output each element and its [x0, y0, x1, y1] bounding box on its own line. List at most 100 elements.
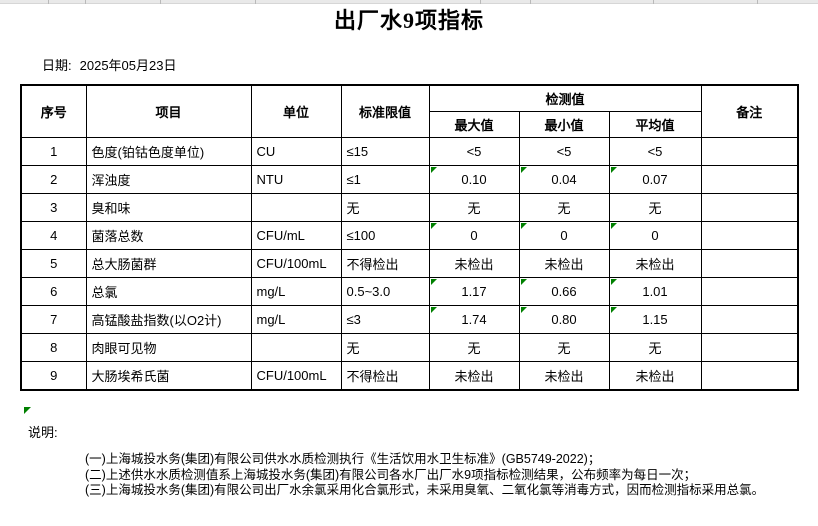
- cell-max: 未检出: [428, 249, 520, 278]
- cell-unit: CFU/mL: [250, 221, 342, 250]
- table-body: 1 色度(铂钴色度单位) CU ≤15 <5 <5 <5 2 浑浊度 NTU ≤1 0.10 0.04 0…: [20, 137, 799, 391]
- cell-max: 无: [428, 333, 520, 362]
- cell-seq: 6: [20, 277, 87, 306]
- col-header-unit: 单位: [250, 84, 342, 138]
- cell-avg: 0.07: [608, 165, 702, 194]
- cell-max: 0: [428, 221, 520, 250]
- cell-max: 0.10: [428, 165, 520, 194]
- cell-max: 1.74: [428, 305, 520, 334]
- cell-seq: 8: [20, 333, 87, 362]
- cell-remark: [700, 193, 799, 222]
- error-indicator-triangle-icon: [24, 407, 31, 414]
- cell-seq: 7: [20, 305, 87, 334]
- cell-item: 菌落总数: [85, 221, 252, 250]
- cell-remark: [700, 333, 799, 362]
- col-header-min: 最小值: [518, 111, 610, 138]
- table-row: 7 高锰酸盐指数(以O2计) mg/L ≤3 1.74 0.80 1.15: [20, 305, 799, 334]
- table-row: 3 臭和味无无无无: [20, 193, 799, 222]
- notes-label: 说明:: [28, 425, 58, 440]
- cell-remark: [700, 249, 799, 278]
- cell-unit: CFU/100mL: [250, 361, 342, 391]
- cell-remark: [700, 361, 799, 391]
- cell-avg: 未检出: [608, 361, 702, 391]
- cell-avg: 未检出: [608, 249, 702, 278]
- cell-seq: 1: [20, 137, 87, 166]
- gridline-tick: [480, 0, 481, 4]
- cell-min: 无: [518, 193, 610, 222]
- cell-min: 0.66: [518, 277, 610, 306]
- error-indicator-triangle-icon: [520, 167, 527, 173]
- cell-seq: 2: [20, 165, 87, 194]
- cell-limit: 0.5~3.0: [340, 277, 430, 306]
- cell-min: 0.04: [518, 165, 610, 194]
- col-header-item: 项目: [85, 84, 252, 138]
- error-indicator-triangle-icon: [430, 223, 437, 229]
- cell-limit: 无: [340, 193, 430, 222]
- cell-seq: 5: [20, 249, 87, 278]
- page-title: 出厂水9项指标: [333, 8, 484, 33]
- cell-remark: [700, 221, 799, 250]
- cell-unit: NTU: [250, 165, 342, 194]
- cell-min: 0: [518, 221, 610, 250]
- cell-limit: 无: [340, 333, 430, 362]
- header-row-2: 最大值 最小值 平均值: [21, 111, 798, 138]
- gridline-tick: [757, 0, 758, 4]
- cell-max: 未检出: [428, 361, 520, 391]
- table-row: 4 菌落总数 CFU/mL ≤100 0 0 0: [20, 221, 799, 250]
- col-header-detection-group: 检测值: [428, 84, 702, 112]
- cell-unit: CU: [250, 137, 342, 166]
- error-indicator-triangle-icon: [610, 167, 617, 173]
- cell-unit: [250, 333, 342, 362]
- spreadsheet-edge-strip: [0, 0, 818, 4]
- gridline-tick: [160, 0, 161, 4]
- cell-avg: 无: [608, 333, 702, 362]
- cell-avg: 1.01: [608, 277, 702, 306]
- col-header-remark: 备注: [700, 84, 799, 138]
- cell-item: 高锰酸盐指数(以O2计): [85, 305, 252, 334]
- cell-min: <5: [518, 137, 610, 166]
- error-indicator-triangle-icon: [610, 307, 617, 313]
- table-row: 9 大肠埃希氏菌 CFU/100mL 不得检出 未检出 未检出 未检出: [20, 361, 799, 391]
- cell-max: 1.17: [428, 277, 520, 306]
- col-header-avg: 平均值: [608, 111, 702, 138]
- table-row: 2 浑浊度 NTU ≤1 0.10 0.04 0.07: [20, 165, 799, 194]
- cell-limit: ≤15: [340, 137, 430, 166]
- cell-item: 总大肠菌群: [85, 249, 252, 278]
- cell-seq: 9: [20, 361, 87, 391]
- gridline-tick: [653, 0, 654, 4]
- cell-max: <5: [428, 137, 520, 166]
- cell-min: 未检出: [518, 249, 610, 278]
- cell-avg: 0: [608, 221, 702, 250]
- table-row: 8 肉眼可见物无无无无: [20, 333, 799, 362]
- table-row: 1 色度(铂钴色度单位) CU ≤15 <5 <5 <5: [20, 137, 799, 166]
- cell-min: 未检出: [518, 361, 610, 391]
- cell-remark: [700, 305, 799, 334]
- notes-block: (一)上海城投水务(集团)有限公司供水水质检测执行《生活饮用水卫生标准》(GB5…: [85, 452, 785, 499]
- cell-avg: 1.15: [608, 305, 702, 334]
- table-row: 6 总氯 mg/L 0.5~3.0 1.17 0.66 1.01: [20, 277, 799, 306]
- cell-limit: 不得检出: [340, 361, 430, 391]
- error-indicator-triangle-icon: [430, 307, 437, 313]
- cell-limit: ≤3: [340, 305, 430, 334]
- cell-min: 无: [518, 333, 610, 362]
- col-header-limit: 标准限值: [340, 84, 430, 138]
- error-indicator-triangle-icon: [610, 223, 617, 229]
- col-header-max: 最大值: [428, 111, 520, 138]
- table-row: 5 总大肠菌群 CFU/100mL 不得检出 未检出 未检出 未检出: [20, 249, 799, 278]
- error-indicator-triangle-icon: [520, 307, 527, 313]
- date-label: 日期:: [42, 58, 72, 73]
- date-value: 2025年05月23日: [79, 58, 177, 73]
- report-date: 日期: 2025年05月23日: [42, 55, 176, 74]
- gridline-tick: [48, 0, 49, 4]
- cell-seq: 3: [20, 193, 87, 222]
- cell-unit: [250, 193, 342, 222]
- indicator-table: 序号 项目 单位 标准限值 检测值 备注 最大值 最小值 平均值 1 色度(铂钴色…: [20, 84, 799, 391]
- cell-remark: [700, 277, 799, 306]
- error-indicator-triangle-icon: [520, 279, 527, 285]
- cell-min: 0.80: [518, 305, 610, 334]
- cell-item: 总氯: [85, 277, 252, 306]
- error-indicator-triangle-icon: [430, 167, 437, 173]
- cell-remark: [700, 137, 799, 166]
- note-line: (三)上海城投水务(集团)有限公司出厂水余氯采用化合氯形式，未采用臭氧、二氧化氯…: [85, 483, 765, 497]
